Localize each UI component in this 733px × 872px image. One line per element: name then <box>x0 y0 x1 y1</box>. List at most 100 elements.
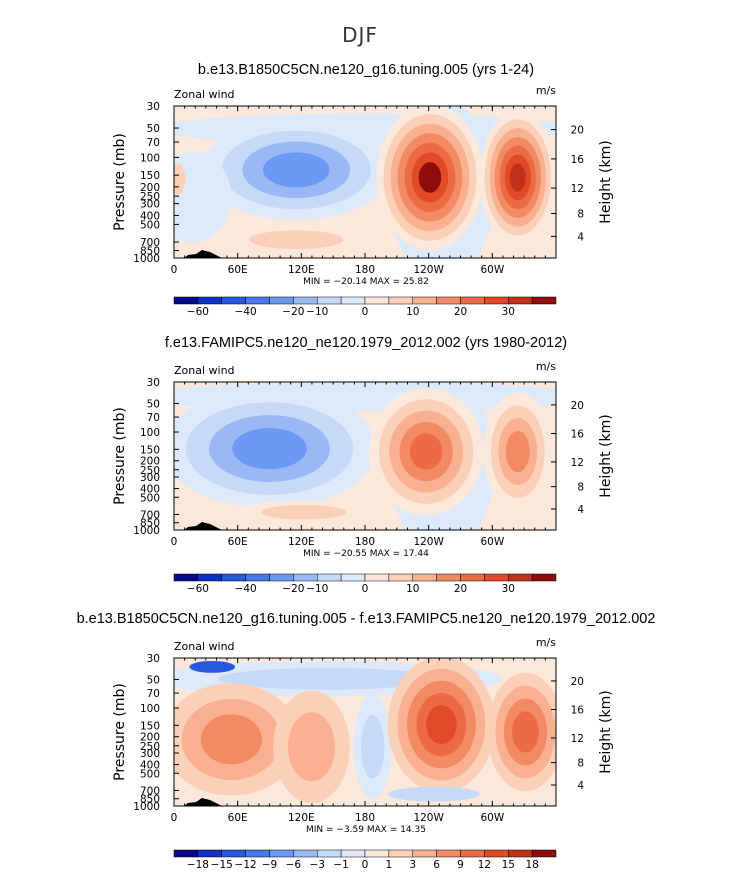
colorbar-swatch <box>461 574 485 581</box>
x-tick-label: 60W <box>480 264 504 276</box>
colorbar-label: −15 <box>211 859 233 871</box>
colorbar-swatch <box>222 850 246 857</box>
contour-level-n7 <box>155 152 231 243</box>
y-right-tick-label: 4 <box>577 780 584 792</box>
contour-field <box>151 657 564 806</box>
colorbar-label: −40 <box>235 306 257 318</box>
colorbar-swatch <box>270 297 294 304</box>
contour-level-n2 <box>189 661 235 673</box>
colorbar-label: 30 <box>502 306 515 318</box>
contour-level-p1 <box>170 164 185 194</box>
x-tick-label: 60W <box>480 536 504 548</box>
contour-level-p1 <box>249 230 343 249</box>
colorbar-swatch <box>365 297 389 304</box>
y-right-axis-title: Height (km) <box>598 414 614 497</box>
colorbar-swatch <box>341 297 365 304</box>
panel-title: f.e13.FAMIPC5.ne120_ne120.1979_2012.002 … <box>165 335 567 351</box>
colorbar-label: −40 <box>235 583 257 595</box>
y-right-tick-label: 12 <box>571 733 584 745</box>
panel-title: b.e13.B1850C5CN.ne120_g16.tuning.005 (yr… <box>198 62 534 78</box>
colorbar-swatch <box>317 574 341 581</box>
colorbar-label: 3 <box>409 859 416 871</box>
contour-level-p1 <box>262 505 347 520</box>
x-tick-label: 120E <box>288 264 315 276</box>
x-tick-label: 180 <box>355 536 375 548</box>
y-right-axis-title: Height (km) <box>598 140 614 223</box>
y-tick-label: 150 <box>140 444 160 456</box>
x-tick-label: 120E <box>288 812 315 824</box>
colorbar-label: 18 <box>525 859 538 871</box>
y-tick-label: 100 <box>140 703 160 715</box>
y-tick-label: 50 <box>147 398 160 410</box>
colorbar-swatch <box>198 850 222 857</box>
colorbar-swatch <box>270 850 294 857</box>
contour-level-p3 <box>506 431 530 472</box>
y-right-tick-label: 8 <box>577 208 584 220</box>
colorbar-swatch <box>198 574 222 581</box>
colorbar-swatch <box>413 297 437 304</box>
colorbar-label: 20 <box>454 583 467 595</box>
contour-level-n4 <box>232 428 306 469</box>
colorbar-swatch <box>270 574 294 581</box>
contour-level-p6 <box>510 163 526 191</box>
contour-level-n6 <box>388 787 480 802</box>
colorbar-swatch <box>437 297 461 304</box>
colorbar-swatch <box>437 850 461 857</box>
x-tick-label: 180 <box>355 264 375 276</box>
y-right-tick-label: 12 <box>571 183 584 195</box>
colorbar-label: −3 <box>310 859 325 871</box>
colorbar-label: −10 <box>306 306 328 318</box>
colorbar-label: −20 <box>282 583 304 595</box>
units-label: m/s <box>536 84 556 97</box>
colorbar-swatch <box>198 297 222 304</box>
y-axis-title: Pressure (mb) <box>112 133 128 231</box>
y-tick-label: 30 <box>147 653 160 665</box>
colorbar-label: −60 <box>187 306 209 318</box>
colorbar-swatch <box>461 297 485 304</box>
y-tick-label: 50 <box>147 674 160 686</box>
y-tick-label: 500 <box>140 219 160 231</box>
x-tick-label: 120W <box>413 812 444 824</box>
colorbar-label: 10 <box>406 306 419 318</box>
y-tick-label: 1000 <box>133 525 160 537</box>
colorbar-swatch <box>461 850 485 857</box>
colorbar-label: 30 <box>502 583 515 595</box>
colorbar-swatch <box>532 297 556 304</box>
colorbar-label: −9 <box>262 859 277 871</box>
colorbar-swatch <box>222 297 246 304</box>
colorbar-swatch <box>174 850 198 857</box>
y-right-axis-title: Height (km) <box>598 690 614 773</box>
colorbar-swatch <box>174 297 198 304</box>
y-tick-label: 500 <box>140 768 160 780</box>
min-max-label: MIN = −20.14 MAX = 25.82 <box>303 277 429 287</box>
colorbar-swatch <box>293 297 317 304</box>
colorbar-swatch <box>246 574 270 581</box>
y-axis-title: Pressure (mb) <box>112 683 128 781</box>
contour-level-p3 <box>201 714 262 764</box>
x-tick-label: 60E <box>228 812 248 824</box>
y-right-tick-label: 16 <box>571 705 585 717</box>
y-tick-label: 70 <box>147 688 160 700</box>
colorbar-label: 6 <box>433 859 440 871</box>
y-right-tick-label: 20 <box>571 125 584 137</box>
x-tick-label: 0 <box>171 812 178 824</box>
y-tick-label: 100 <box>140 152 160 164</box>
colorbar-label: 9 <box>457 859 464 871</box>
variable-label: Zonal wind <box>174 640 235 653</box>
colorbar-label: −1 <box>333 859 348 871</box>
colorbar-label: −12 <box>235 859 257 871</box>
colorbar-swatch <box>341 850 365 857</box>
variable-label: Zonal wind <box>174 364 235 377</box>
colorbar-label: −18 <box>187 859 209 871</box>
colorbar-label: −60 <box>187 583 209 595</box>
contour-level-n4 <box>263 152 329 187</box>
colorbar-swatch <box>365 850 389 857</box>
colorbar-swatch <box>246 297 270 304</box>
y-tick-label: 30 <box>147 101 160 113</box>
y-tick-label: 1000 <box>133 253 160 265</box>
colorbar-label: −6 <box>286 859 302 871</box>
y-tick-label: 70 <box>147 412 160 424</box>
colorbar-label: 12 <box>478 859 491 871</box>
contour-level-n6 <box>361 715 385 779</box>
contour-level-p2 <box>288 712 335 781</box>
